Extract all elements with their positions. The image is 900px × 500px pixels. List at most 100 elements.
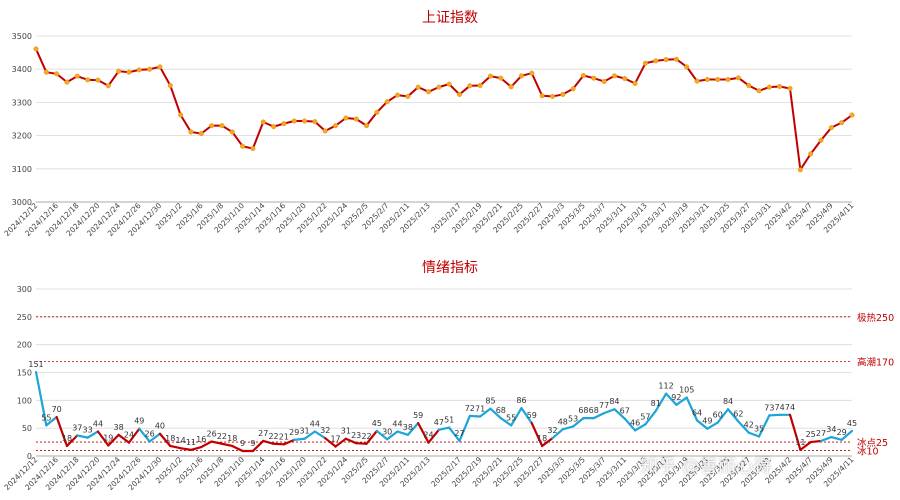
data-point (601, 78, 607, 84)
series-segment (65, 434, 79, 448)
data-point (787, 85, 793, 91)
series-segment (757, 414, 771, 438)
series-segment (448, 426, 461, 443)
data-label: 19 (103, 433, 113, 442)
series-segment (530, 422, 544, 448)
y-tick-label: 3400 (12, 65, 32, 74)
data-point (74, 73, 80, 79)
data-label: 92 (671, 393, 681, 402)
data-label: 26 (145, 430, 155, 439)
data-point (136, 67, 142, 73)
y-tick-label: 3000 (12, 198, 32, 207)
series-segment (809, 439, 823, 444)
data-label: 74 (785, 403, 795, 412)
data-label: 14 (176, 436, 186, 445)
data-point (188, 129, 194, 135)
series-segment (55, 415, 69, 448)
data-label: 68 (589, 406, 599, 415)
reference-label: 冰10 (857, 445, 879, 457)
series-segment (344, 437, 358, 445)
data-point (353, 116, 359, 122)
data-label: 85 (485, 397, 495, 406)
series-segment (840, 429, 854, 441)
data-point (456, 91, 462, 97)
data-point (198, 131, 204, 137)
data-point (116, 68, 122, 74)
series-segment (654, 392, 668, 413)
data-label: 45 (847, 419, 857, 428)
series-segment (386, 430, 399, 441)
data-label: 40 (155, 422, 165, 431)
data-point (364, 123, 370, 129)
series-segment (489, 407, 502, 420)
series-segment (530, 72, 544, 97)
series-segment (592, 412, 606, 420)
data-label: 23 (351, 431, 361, 440)
data-label: 22 (361, 432, 371, 441)
data-point (426, 89, 432, 95)
series-segment (572, 74, 585, 90)
data-point (746, 82, 752, 88)
series-segment (35, 47, 48, 74)
data-point (529, 70, 535, 76)
data-label: 73 (764, 403, 774, 412)
data-point (312, 119, 318, 125)
y-tick-label: 150 (17, 369, 32, 378)
data-point (384, 99, 390, 105)
data-label: 32 (320, 426, 330, 435)
series-segment (169, 444, 182, 450)
data-label: 55 (41, 413, 51, 422)
data-label: 11 (795, 438, 805, 447)
series-segment (293, 437, 306, 441)
series-segment (520, 407, 533, 425)
chart-title: 上证指数 (422, 10, 478, 26)
data-label: 11 (186, 438, 196, 447)
y-tick-label: 3100 (12, 165, 32, 174)
data-point (374, 109, 380, 115)
series-segment (34, 370, 48, 427)
data-point (105, 83, 111, 89)
data-point (395, 92, 401, 98)
data-label: 9 (250, 439, 255, 448)
data-label: 49 (702, 417, 712, 426)
data-point (229, 129, 235, 135)
data-point (828, 125, 834, 131)
data-label: 74 (775, 403, 785, 412)
data-point (209, 123, 215, 129)
series-segment (695, 419, 709, 430)
series-segment (747, 431, 761, 438)
data-point (777, 83, 783, 89)
series-segment (107, 70, 120, 87)
data-point (147, 66, 153, 72)
data-point (95, 77, 101, 83)
data-point (291, 118, 297, 124)
data-label: 51 (444, 416, 454, 425)
series-segment (551, 428, 564, 440)
data-point (157, 64, 163, 70)
data-label: 53 (568, 414, 578, 423)
series-segment (334, 437, 347, 448)
series-segment (799, 152, 812, 171)
reference-label: 极热250 (857, 312, 894, 324)
series-segment (158, 432, 172, 448)
series-segment (685, 65, 699, 83)
y-tick-label: 0 (27, 452, 32, 461)
data-label: 38 (403, 423, 413, 432)
data-label: 18 (227, 434, 237, 443)
series-segment (324, 437, 337, 448)
data-point (694, 78, 700, 84)
data-label: 81 (651, 399, 661, 408)
y-tick-label: 3200 (12, 132, 32, 141)
series-segment (768, 413, 781, 417)
data-label: 72 (465, 404, 475, 413)
data-point (653, 58, 659, 64)
data-point (663, 57, 669, 63)
series-segment (262, 439, 275, 445)
series-segment (479, 407, 492, 418)
data-label: 46 (630, 418, 640, 427)
series-segment (220, 442, 234, 448)
data-point (818, 137, 824, 143)
data-point (518, 73, 524, 79)
data-point (271, 124, 277, 130)
